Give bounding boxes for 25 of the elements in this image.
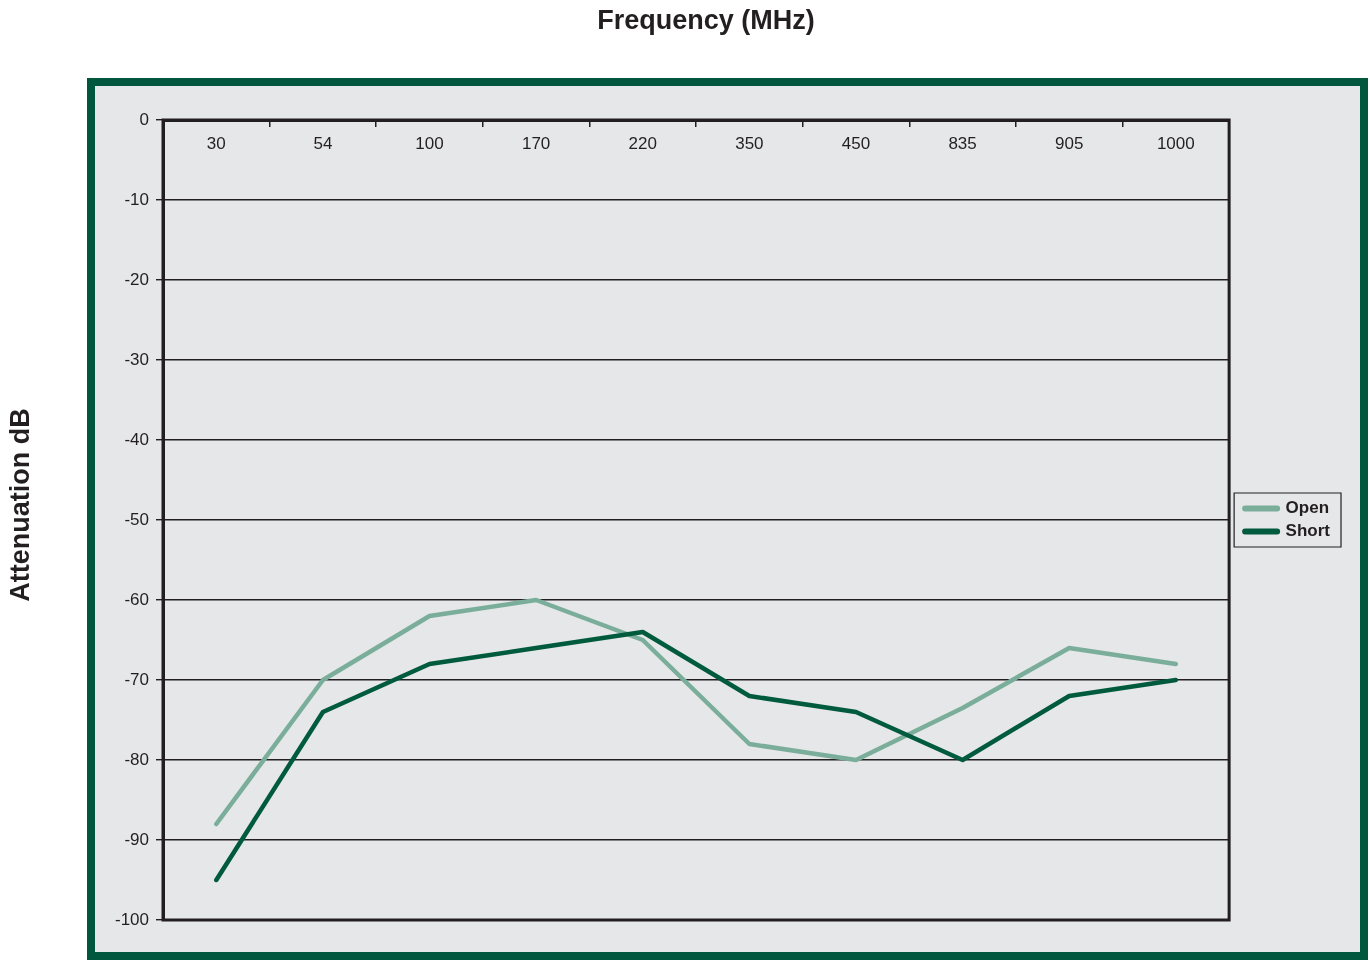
legend-label: Open [1285,498,1330,518]
x-axis-title: Frequency (MHz) [597,5,815,36]
x-tick-label: 170 [521,133,551,153]
y-tick-label: 0 [139,109,149,129]
y-axis-title: Attenuation dB [5,408,36,602]
y-tick-label: -100 [114,909,149,929]
y-tick-label: -70 [124,669,149,689]
x-tick-label: 220 [628,133,657,153]
y-tick-label: -60 [124,589,149,609]
x-tick-label: 450 [841,133,871,153]
y-tick-label: -30 [124,349,149,369]
x-tick-label: 100 [415,133,444,153]
y-tick-label: -40 [124,429,149,449]
y-tick-label: -90 [124,829,149,849]
x-tick-label: 905 [1055,133,1084,153]
x-tick-label: 30 [206,133,226,153]
x-tick-label: 1000 [1156,133,1195,153]
x-tick-label: 350 [735,133,764,153]
y-tick-label: -50 [124,509,149,529]
y-tick-label: -20 [124,269,149,289]
legend-label: Short [1285,521,1331,541]
x-tick-label: 835 [948,133,977,153]
x-tick-label: 54 [313,133,333,153]
y-tick-label: -80 [124,749,149,769]
y-tick-label: -10 [124,189,149,209]
